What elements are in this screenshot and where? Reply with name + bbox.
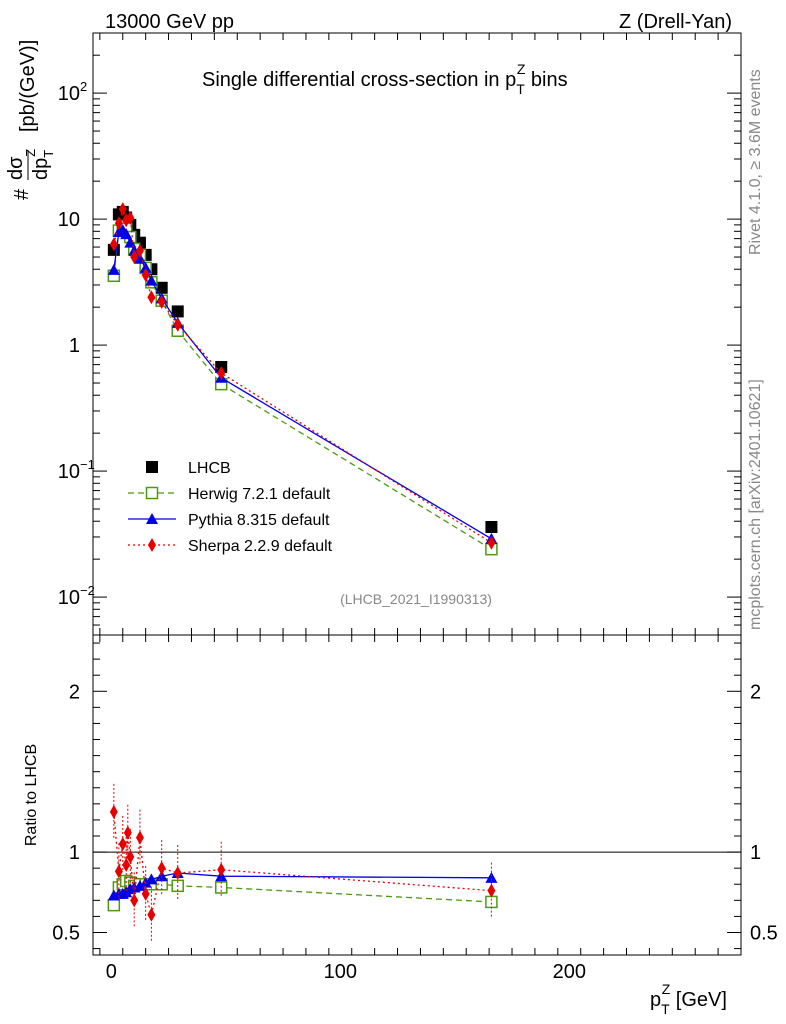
y-axis-label-bottom: Ratio to LHCB [23,744,40,846]
lhcb-point [155,281,168,294]
pythia-point [124,236,137,248]
pythia-ratio-point [145,873,158,885]
ratio-tick-label-right: 0.5 [750,922,778,944]
sherpa-point [109,237,118,252]
y-tick-label-top: 10 [58,587,80,609]
bottom-panel-marks [107,783,498,943]
svg-text:#: # [11,188,33,200]
rivet-version-label: Rivet 4.1.0, ≥ 3.6M events [747,69,764,255]
y-tick-label-top: 10 [58,83,80,105]
pythia-ratio-point [485,871,498,883]
y-tick-label-top: 10 [58,461,80,483]
sherpa-ratio-point [217,862,226,877]
sherpa-ratio-point [114,864,123,879]
ratio-tick-label-left: 2 [69,681,80,703]
plot-title: Single differential cross-section in pTZ… [202,61,568,97]
legend-herwig-label: Herwig 7.2.1 default [188,486,331,503]
legend-sherpa-label: Sherpa 2.2.9 default [188,538,333,555]
sherpa-ratio-point [135,830,144,845]
sherpa-ratio-point [109,804,118,819]
lhcb-point [485,520,498,533]
sherpa-ratio-point [126,849,135,864]
sherpa-ratio-point [157,861,166,876]
sherpa-point [126,211,135,226]
analysis-tag: (LHCB_2021_I1990313) [340,591,492,607]
pythia-ratio-point [133,879,146,891]
sherpa-point [147,290,156,305]
sherpa-point [217,366,226,381]
sherpa-ratio-point [118,837,127,852]
pythia-point [139,261,152,273]
legend-pythia-marker [146,513,158,524]
sherpa-point [118,202,127,217]
top-panel-marks [107,202,498,556]
ratio-tick-label-right: 2 [750,681,761,703]
legend: LHCB Herwig 7.2.1 default Pythia 8.315 def… [128,460,333,555]
legend-pythia-label: Pythia 8.315 default [188,512,330,529]
sherpa-ratio-point [147,907,156,922]
herwig-ratio-point [485,895,498,909]
x-tick-label: 200 [553,961,586,983]
bottom-panel-frame [92,634,742,956]
legend-lhcb-marker [146,461,158,473]
x-axis-label: pTZ [GeV] [650,981,727,1017]
legend-sherpa-marker [148,538,156,552]
sherpa-point [114,216,123,231]
pythia-point [145,274,158,286]
sherpa-ratio-line [113,811,492,915]
sherpa-point [487,535,496,550]
svg-text:dσ: dσ [5,156,27,180]
sherpa-point [157,294,166,309]
herwig-ratio-line [113,880,492,906]
sherpa-point [130,250,139,265]
header-left: 13000 GeV pp [105,11,234,33]
lhcb-point [171,305,184,318]
ratio-tick-label-right: 1 [750,842,761,864]
y-tick-exponent: −2 [80,583,95,598]
sherpa-ratio-point [123,825,132,840]
x-tick-label: 0 [106,961,117,983]
sherpa-point [141,268,150,283]
pythia-point [120,228,133,240]
y-axis-label-top: # dσ dpTZ [pb/(GeV)] [5,40,56,200]
herwig-ratio-point [107,898,121,912]
sherpa-point [173,317,182,332]
y-tick-exponent: −1 [80,457,95,472]
pythia-ratio-point [155,870,168,882]
y-tick-label-top: 1 [69,335,80,357]
x-tick-label: 100 [324,961,357,983]
svg-text:[pb/(GeV)]: [pb/(GeV)] [17,40,39,132]
ratio-tick-label-left: 1 [69,842,80,864]
y-tick-label-top: 10 [58,209,80,231]
sherpa-ratio-point [141,886,150,901]
sherpa-ratio-point [173,865,182,880]
sherpa-ratio-point [122,857,131,872]
header-right: Z (Drell-Yan) [619,11,732,33]
legend-herwig-marker [145,486,159,500]
legend-lhcb-label: LHCB [188,460,231,477]
y-tick-exponent: 2 [80,79,87,94]
pythia-point [107,263,120,275]
sherpa-ratio-point [130,893,139,908]
sherpa-ratio-point [487,883,496,898]
sherpa-point [135,243,144,258]
pythia-ratio-line [113,872,492,897]
mcplots-label: mcplots.cern.ch [arXiv:2401.10621] [747,379,764,630]
ratio-tick-label-left: 0.5 [52,922,80,944]
